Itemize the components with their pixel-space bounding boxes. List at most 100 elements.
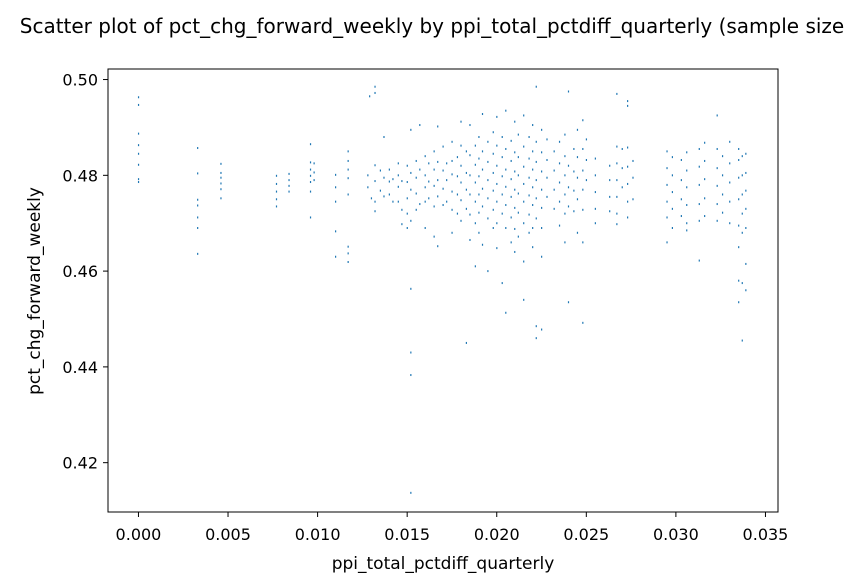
- x-tick-label: 0.020: [474, 525, 520, 544]
- data-point: [433, 235, 435, 238]
- data-point: [558, 181, 561, 184]
- data-point: [419, 203, 421, 206]
- data-point: [585, 158, 588, 161]
- data-point: [738, 147, 740, 150]
- data-point: [738, 279, 740, 282]
- data-point: [553, 169, 555, 172]
- data-point: [288, 190, 290, 193]
- data-point: [666, 167, 668, 170]
- data-point: [553, 207, 555, 210]
- data-point: [370, 197, 373, 200]
- data-point: [666, 183, 668, 186]
- data-point: [564, 212, 566, 215]
- data-point: [505, 168, 507, 171]
- data-point: [442, 169, 444, 172]
- data-point: [478, 157, 480, 160]
- data-point: [745, 227, 747, 229]
- data-point: [481, 243, 484, 246]
- data-point: [582, 147, 584, 150]
- data-point: [686, 229, 688, 232]
- data-point: [698, 165, 700, 168]
- data-point: [576, 176, 579, 179]
- data-point: [698, 147, 700, 150]
- data-point: [686, 204, 688, 207]
- data-point: [721, 155, 724, 158]
- data-point: [616, 145, 618, 148]
- data-point: [666, 200, 668, 203]
- data-point: [564, 174, 566, 177]
- y-tick-label: 0.44: [62, 358, 98, 377]
- data-point: [428, 162, 430, 165]
- data-point: [541, 206, 543, 209]
- data-point: [594, 174, 596, 177]
- data-point: [474, 163, 476, 166]
- data-point: [523, 260, 525, 263]
- data-point: [523, 114, 525, 117]
- data-point: [514, 151, 516, 154]
- data-point: [137, 178, 140, 181]
- data-point: [745, 189, 747, 192]
- data-point: [415, 159, 417, 162]
- data-point: [220, 162, 222, 165]
- data-point: [594, 222, 596, 225]
- data-point: [397, 185, 399, 188]
- data-point: [567, 301, 570, 304]
- data-point: [465, 188, 467, 191]
- data-point: [541, 151, 543, 154]
- data-point: [474, 265, 476, 268]
- data-point: [729, 222, 731, 225]
- data-point: [347, 150, 349, 153]
- data-point: [197, 216, 199, 219]
- data-point: [741, 282, 743, 285]
- data-point: [704, 197, 706, 200]
- data-point: [501, 212, 503, 215]
- data-point: [487, 179, 489, 182]
- data-point: [716, 114, 718, 117]
- data-point: [558, 162, 561, 165]
- data-point: [137, 96, 140, 99]
- data-point: [487, 270, 489, 273]
- data-point: [469, 174, 471, 177]
- data-point: [374, 85, 376, 88]
- data-point: [553, 150, 555, 153]
- data-point: [535, 85, 537, 88]
- data-point: [410, 171, 412, 174]
- data-point: [424, 186, 426, 189]
- data-point: [745, 207, 747, 210]
- data-point: [469, 124, 471, 127]
- data-point: [609, 210, 611, 213]
- data-point: [632, 198, 634, 201]
- data-point: [451, 231, 453, 234]
- data-point: [686, 186, 688, 189]
- data-point: [137, 152, 140, 155]
- data-point: [410, 287, 412, 290]
- data-point: [510, 139, 512, 142]
- data-point: [275, 190, 278, 193]
- data-point: [698, 259, 700, 262]
- data-point: [456, 212, 459, 215]
- data-point: [745, 289, 747, 292]
- data-point: [496, 164, 498, 167]
- data-point: [406, 164, 408, 167]
- data-point: [528, 213, 530, 216]
- data-point: [460, 164, 462, 167]
- data-point: [401, 223, 403, 226]
- data-point: [532, 168, 534, 171]
- data-point: [576, 156, 579, 159]
- data-point: [576, 128, 579, 131]
- data-point: [510, 159, 512, 162]
- data-point: [137, 132, 140, 135]
- data-point: [220, 171, 222, 174]
- data-point: [704, 215, 706, 218]
- data-point: [585, 138, 588, 141]
- data-point: [288, 179, 290, 182]
- data-point: [541, 328, 543, 331]
- data-point: [392, 200, 394, 203]
- data-point: [309, 181, 312, 184]
- data-point: [406, 197, 408, 200]
- data-point: [616, 92, 618, 95]
- data-point: [437, 195, 439, 198]
- data-point: [465, 207, 467, 210]
- data-point: [582, 188, 584, 191]
- x-tick-label: 0.035: [743, 525, 789, 544]
